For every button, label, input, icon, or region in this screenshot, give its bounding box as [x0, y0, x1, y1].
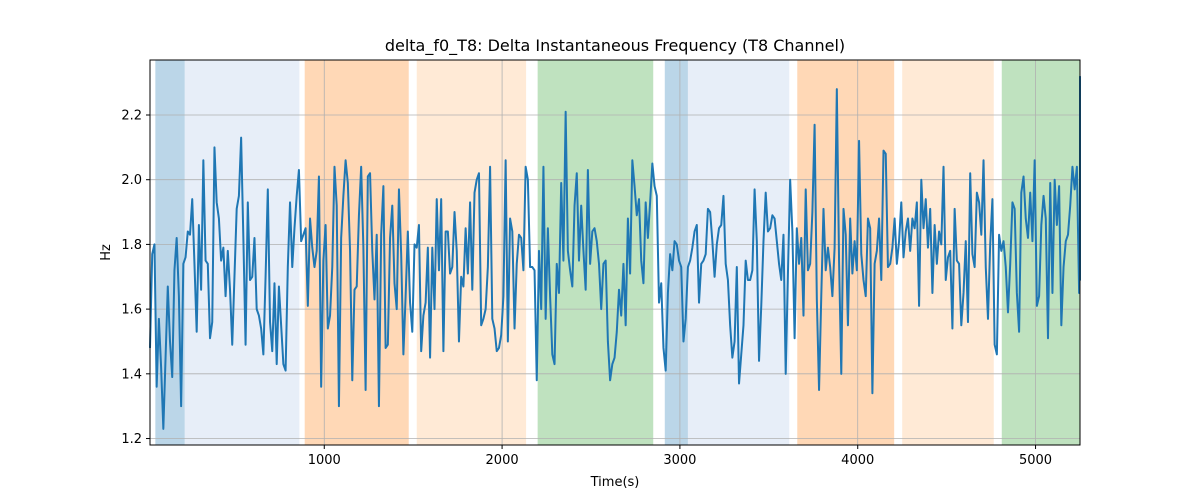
chart-title: delta_f0_T8: Delta Instantaneous Frequen…	[385, 36, 845, 56]
series-layer	[149, 76, 1081, 430]
shaded-region-7	[687, 60, 790, 445]
shaded-region-9	[902, 60, 994, 445]
y-tick-label: 1.8	[121, 238, 142, 253]
x-axis-title: Time(s)	[590, 475, 640, 490]
y-tick-label: 2.0	[121, 173, 142, 188]
plot-frame	[149, 59, 1081, 446]
grid-lines	[150, 60, 1080, 445]
shaded-region-6	[664, 60, 688, 445]
shaded-region-5	[537, 60, 654, 445]
y-axis-title: Hz	[99, 244, 114, 261]
y-tick-label: 2.2	[121, 109, 142, 124]
y-tick-label: 1.6	[121, 303, 142, 318]
shaded-region-2	[184, 60, 300, 445]
shaded-regions	[155, 60, 1080, 445]
series-line-1	[149, 76, 1081, 430]
x-tick-label: 4000	[841, 453, 874, 468]
x-tick-label: 3000	[663, 453, 696, 468]
y-tick-label: 1.2	[121, 432, 142, 447]
x-tick-label: 5000	[1019, 453, 1052, 468]
y-tick-label: 1.4	[121, 367, 142, 382]
axis-ticks: 1000 2000 3000 4000 5000 1.2 1.4 1.6 1.8 2.0 2.2	[121, 109, 1052, 469]
x-tick-label: 1000	[308, 453, 341, 468]
x-tick-label: 2000	[486, 453, 519, 468]
